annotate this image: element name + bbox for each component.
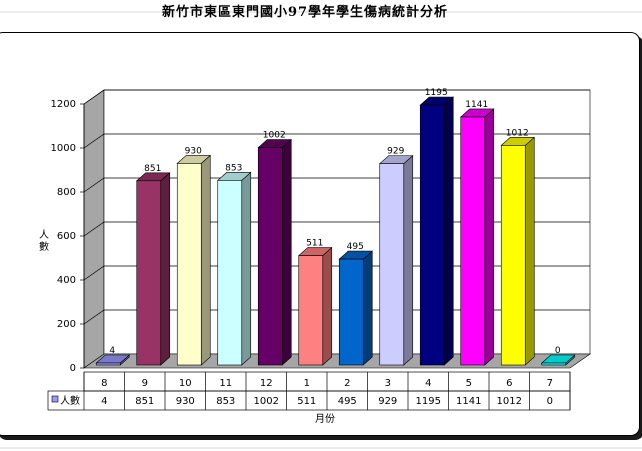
legend-key (51, 395, 59, 403)
data-label: 511 (306, 239, 323, 249)
bar (460, 116, 486, 366)
bar (541, 362, 567, 366)
y-tick-label: 800 (57, 187, 76, 198)
x-tick-label: 3 (385, 378, 391, 389)
data-label: 0 (555, 346, 561, 356)
bar (419, 104, 445, 366)
chart-title: 新竹市東區東門國小97學年學生傷病統計分析 (161, 5, 449, 20)
x-axis-title: 月份 (315, 414, 335, 425)
y-tick-label: 1000 (51, 143, 76, 154)
bar (217, 180, 243, 366)
data-label: 929 (387, 147, 404, 157)
bar-side (403, 154, 414, 366)
bar-side (362, 250, 373, 366)
y-tick-label: 600 (57, 231, 76, 242)
x-tick-label: 2 (344, 378, 350, 389)
x-tick-label: 9 (142, 378, 148, 389)
x-tick-label: 11 (219, 378, 232, 389)
data-label: 930 (185, 146, 202, 156)
bar-side (524, 136, 535, 366)
bar (298, 255, 324, 366)
bar-side (241, 171, 252, 366)
x-tick-label: 5 (466, 378, 472, 389)
bar (176, 163, 202, 366)
y-tick-label: 400 (57, 275, 76, 286)
data-label: 853 (225, 163, 242, 173)
bar (136, 180, 162, 366)
table-value: 853 (216, 396, 235, 407)
x-tick-label: 10 (179, 378, 192, 389)
bar-side (200, 154, 211, 366)
bar-side (322, 246, 333, 366)
table-value: 511 (297, 396, 316, 407)
x-tick-label: 4 (425, 378, 431, 389)
bar-side (160, 172, 171, 366)
legend-label: 人數 (60, 394, 80, 407)
data-label: 1002 (263, 131, 286, 141)
y-tick-label: 1200 (51, 99, 76, 110)
bar (500, 145, 526, 366)
y-tick-label: 0 (70, 363, 76, 374)
data-label: 1012 (506, 128, 529, 138)
table-value: 851 (135, 396, 154, 407)
bar (379, 163, 405, 366)
table-value: 1012 (497, 396, 522, 407)
bar-side (484, 108, 495, 366)
table-value: 1195 (416, 396, 441, 407)
table-value: 0 (547, 396, 553, 407)
data-label: 4 (109, 346, 115, 356)
x-tick-label: 7 (547, 378, 553, 389)
table-value: 4 (101, 396, 107, 407)
table-value: 1002 (254, 396, 279, 407)
x-tick-label: 6 (506, 378, 512, 389)
bar (95, 362, 121, 366)
x-tick-label: 8 (101, 378, 107, 389)
table-value: 929 (378, 396, 397, 407)
data-label: 1195 (425, 88, 448, 98)
bar (257, 147, 283, 366)
table-value: 930 (176, 396, 195, 407)
bar (338, 258, 364, 366)
y-tick-label: 200 (57, 319, 76, 330)
data-label: 851 (144, 164, 161, 174)
table-value: 495 (338, 396, 357, 407)
data-label: 1141 (465, 100, 488, 110)
gridline (83, 89, 590, 105)
data-label: 495 (347, 242, 364, 252)
table-value: 1141 (456, 396, 481, 407)
x-tick-label: 1 (304, 378, 310, 389)
bar-side (443, 96, 454, 366)
x-tick-label: 12 (260, 378, 273, 389)
bar-side (281, 138, 292, 366)
y-axis-title: 人數 (39, 230, 49, 253)
